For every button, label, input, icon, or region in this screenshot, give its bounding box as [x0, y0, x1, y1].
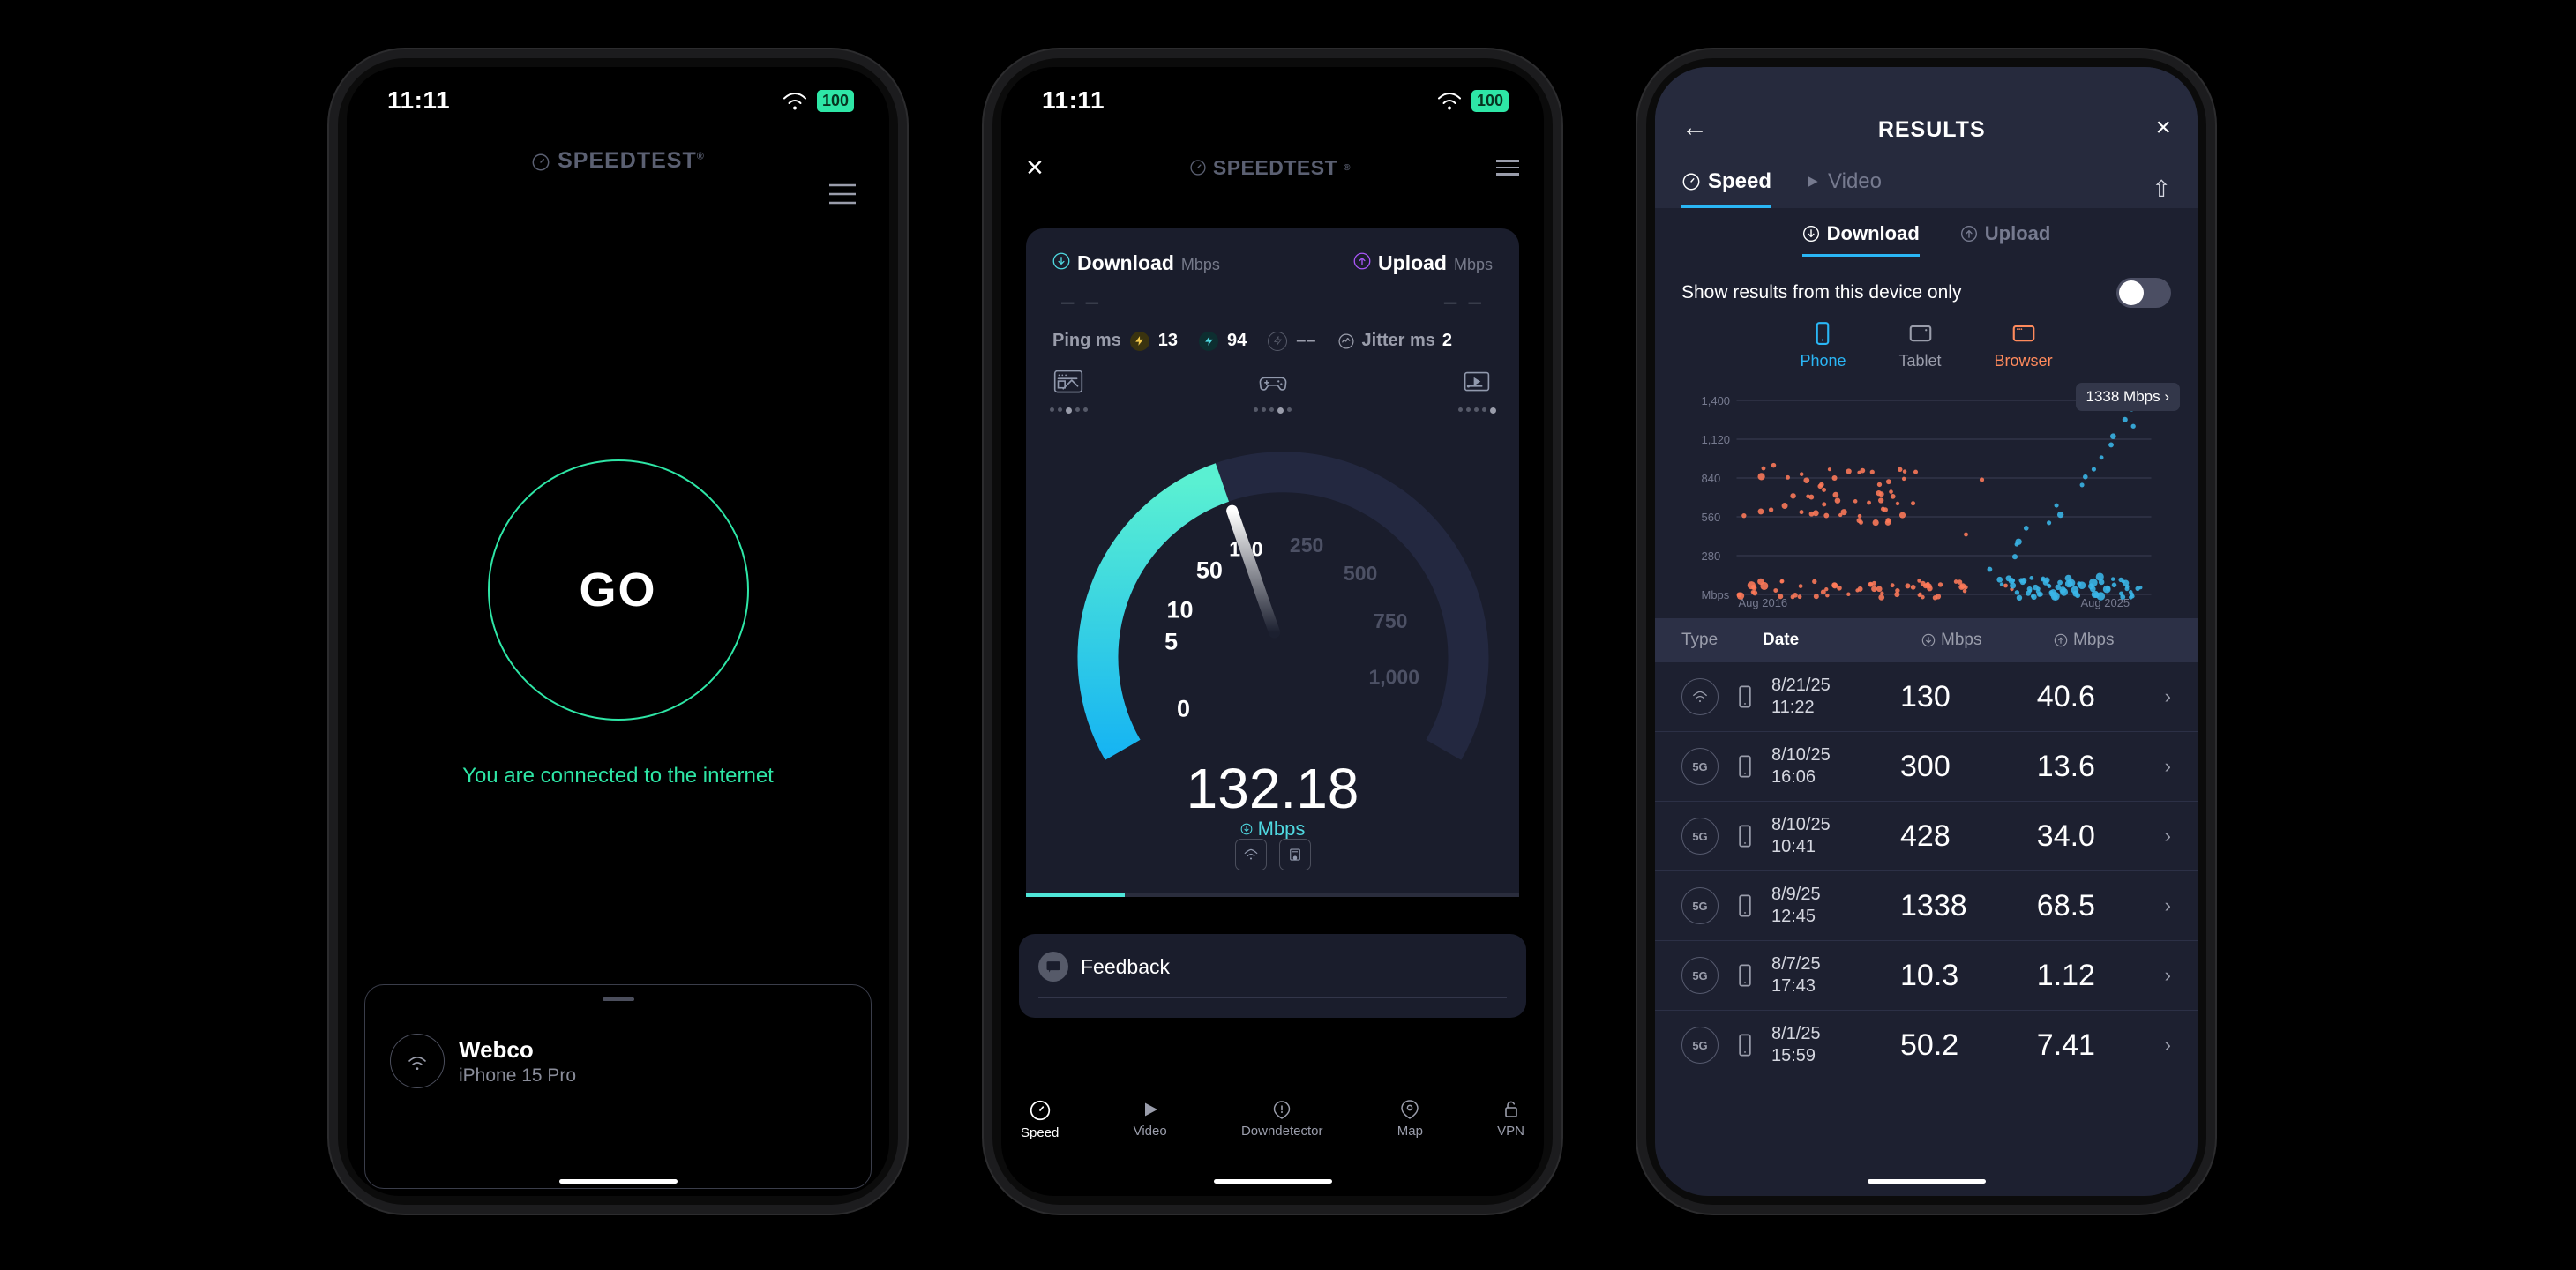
- svg-text:Mbps: Mbps: [1702, 588, 1730, 601]
- svg-text:10: 10: [1167, 596, 1194, 623]
- svg-text:1,400: 1,400: [1702, 394, 1731, 407]
- svg-text:280: 280: [1702, 549, 1721, 563]
- svg-text:1,120: 1,120: [1702, 433, 1731, 446]
- svg-text:560: 560: [1702, 511, 1721, 524]
- svg-text:840: 840: [1702, 472, 1721, 485]
- svg-text:750: 750: [1374, 609, 1407, 632]
- svg-text:1,000: 1,000: [1368, 665, 1419, 688]
- svg-text:0: 0: [1177, 696, 1190, 722]
- svg-text:5: 5: [1164, 628, 1178, 654]
- svg-text:500: 500: [1344, 562, 1377, 585]
- svg-text:50: 50: [1196, 557, 1223, 584]
- svg-text:250: 250: [1290, 534, 1323, 557]
